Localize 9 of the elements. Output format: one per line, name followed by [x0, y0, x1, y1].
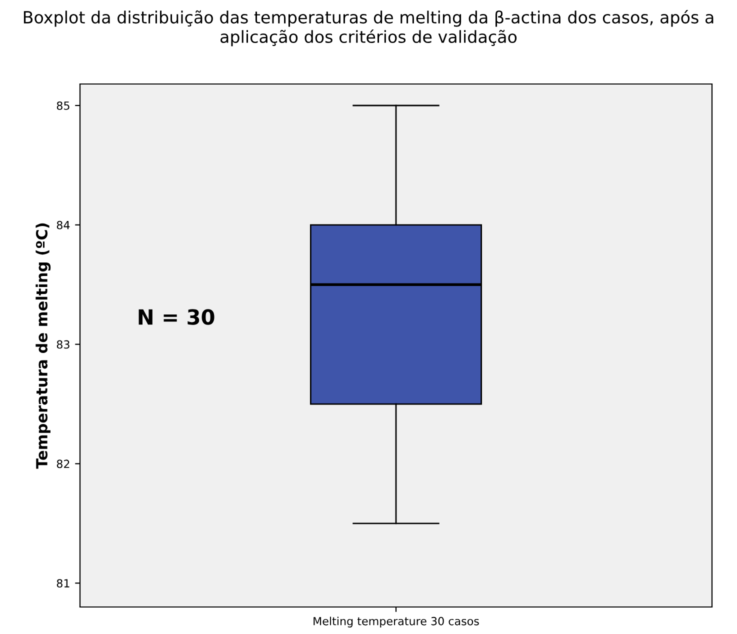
y-tick-label: 85 — [56, 101, 70, 110]
y-tick-label: 84 — [56, 220, 70, 230]
annotation: N = 30 — [138, 309, 214, 325]
x-tick-label: Melting temperature 30 casos — [314, 616, 479, 628]
y-tick-label: 83 — [56, 340, 70, 349]
y-tick-label: 82 — [56, 460, 70, 468]
chart-title: Boxplot da distribuição das temperaturas de melting da β-actina dos casos, após a aplicação dos critérios de validação — [24, 10, 714, 46]
y-tick-label: 81 — [56, 579, 70, 588]
y-axis-title: Temperatura de melting (ºC) — [36, 223, 51, 469]
